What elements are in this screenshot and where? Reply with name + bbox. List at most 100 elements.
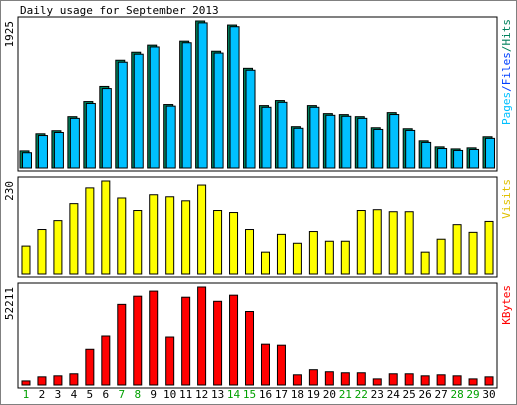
panel — [17, 16, 498, 172]
bar — [277, 101, 288, 169]
bar — [293, 127, 304, 169]
bar — [484, 220, 494, 275]
bar — [388, 211, 398, 275]
bar — [437, 148, 448, 169]
bar — [436, 238, 446, 275]
bar — [117, 303, 127, 386]
bar — [85, 102, 96, 169]
y-axis-label: Pages/Files/Hits — [500, 19, 513, 125]
bar — [308, 231, 318, 275]
bar — [149, 194, 159, 275]
y-axis-label-part: Hits — [500, 19, 513, 46]
bar — [213, 52, 224, 169]
bar — [420, 375, 430, 386]
bar — [69, 203, 79, 275]
bar — [325, 114, 336, 169]
bar — [53, 131, 64, 169]
x-tick-label: 23 — [371, 388, 384, 401]
bar — [340, 240, 350, 275]
x-tick-label: 2 — [39, 388, 46, 401]
bar — [469, 148, 480, 169]
bar — [468, 231, 478, 275]
bar — [292, 374, 302, 386]
bar — [452, 375, 462, 386]
bar — [372, 209, 382, 275]
bar — [85, 348, 95, 386]
bar — [69, 373, 79, 386]
bar — [309, 106, 320, 169]
x-tick-label: 6 — [103, 388, 110, 401]
y-tick-label: 52211 — [3, 287, 16, 320]
x-tick-label: 29 — [466, 388, 479, 401]
bar — [53, 375, 63, 386]
bar — [117, 61, 128, 169]
bar — [245, 229, 255, 275]
bar — [356, 372, 366, 386]
bar — [53, 220, 63, 275]
bar — [421, 141, 432, 169]
x-tick-label: 14 — [227, 388, 241, 401]
bar — [101, 88, 112, 169]
bar — [420, 251, 430, 275]
x-tick-label: 8 — [134, 388, 141, 401]
bar — [229, 294, 239, 386]
bar — [165, 105, 176, 169]
bar — [85, 187, 95, 275]
bar — [133, 53, 144, 169]
bar — [484, 376, 494, 386]
bar — [308, 369, 318, 386]
bar — [133, 295, 143, 386]
bar — [340, 372, 350, 386]
bar — [37, 135, 48, 169]
bar — [389, 114, 400, 169]
bar — [245, 69, 256, 169]
bar — [21, 152, 32, 169]
bar — [324, 371, 334, 386]
bar — [21, 245, 31, 275]
bar — [149, 46, 160, 169]
x-tick-label: 30 — [482, 388, 495, 401]
bar — [373, 128, 384, 169]
bar — [485, 137, 496, 169]
bar — [229, 212, 239, 275]
x-tick-label: 10 — [163, 388, 176, 401]
x-tick-label: 19 — [307, 388, 320, 401]
x-tick-label: 15 — [243, 388, 256, 401]
x-tick-label: 5 — [87, 388, 94, 401]
x-tick-label: 28 — [450, 388, 463, 401]
bar — [404, 373, 414, 386]
y-axis-label-part: / — [500, 85, 513, 92]
bar — [197, 184, 207, 275]
x-tick-label: 20 — [323, 388, 336, 401]
bar — [229, 26, 240, 169]
y-tick-label: 1925 — [3, 21, 16, 48]
bar — [357, 117, 368, 169]
x-tick-label: 25 — [403, 388, 416, 401]
bar — [101, 335, 111, 386]
bar — [165, 196, 175, 275]
bar — [181, 42, 192, 169]
bar — [260, 251, 270, 275]
x-tick-label: 22 — [355, 388, 368, 401]
bar — [292, 242, 302, 275]
bar — [452, 224, 462, 275]
bar — [404, 211, 414, 275]
bar — [133, 210, 143, 275]
bar — [117, 197, 127, 275]
bar — [213, 210, 223, 275]
bar — [468, 378, 478, 386]
y-axis-label-part: Files — [500, 52, 513, 85]
x-tick-label: 12 — [195, 388, 208, 401]
bar — [341, 115, 352, 169]
bar — [21, 380, 31, 386]
bar — [436, 374, 446, 386]
bar — [197, 286, 207, 386]
bar — [165, 336, 175, 386]
y-axis-label-part: Pages — [500, 92, 513, 125]
x-tick-label: 27 — [434, 388, 447, 401]
x-tick-label: 16 — [259, 388, 272, 401]
bar — [197, 22, 208, 169]
bar — [261, 106, 272, 169]
bar — [388, 373, 398, 386]
